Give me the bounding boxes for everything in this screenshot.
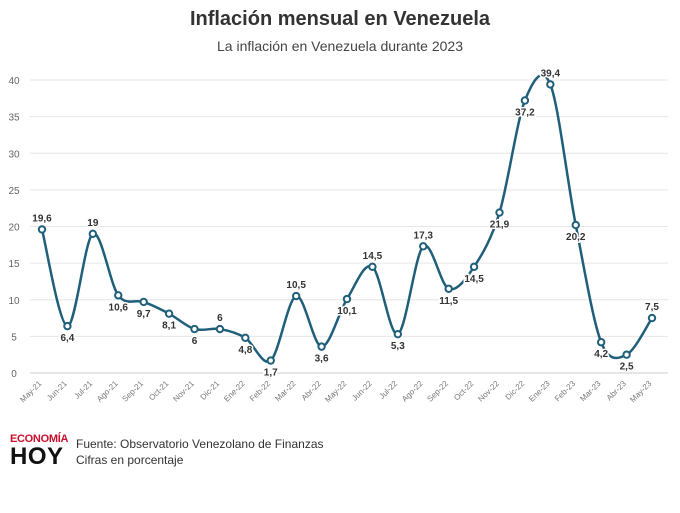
logo-top-text: ECONOMÍA xyxy=(10,433,69,445)
x-tick-label: Jun-21 xyxy=(45,379,69,403)
data-label: 6 xyxy=(217,313,223,324)
x-tick-label: Abr-23 xyxy=(605,379,629,403)
data-point xyxy=(190,324,199,334)
data-point xyxy=(88,229,98,239)
data-point xyxy=(241,333,250,343)
data-point xyxy=(164,309,174,318)
data-point xyxy=(368,262,377,271)
x-tick-label: Dic-21 xyxy=(199,379,222,402)
x-tick-label: Feb-22 xyxy=(248,379,273,404)
y-tick-label: 20 xyxy=(8,223,20,234)
data-point xyxy=(495,208,504,217)
data-point xyxy=(114,291,123,300)
logo-bottom-text: HOY xyxy=(10,443,64,470)
data-label: 20,2 xyxy=(566,232,586,243)
x-tick-label: Jul-21 xyxy=(72,379,94,401)
data-point xyxy=(291,291,301,301)
data-point xyxy=(596,338,606,347)
data-label: 9,7 xyxy=(137,309,151,320)
x-tick-label: Sep-21 xyxy=(120,379,145,404)
data-label: 39,4 xyxy=(541,68,561,79)
x-tick-label: Nov-21 xyxy=(171,379,196,404)
data-label: 37,2 xyxy=(515,108,535,119)
data-label: 2,5 xyxy=(620,362,634,373)
y-tick-label: 35 xyxy=(8,113,20,124)
chart-subtitle: La inflación en Venezuela durante 2023 xyxy=(217,38,463,54)
y-tick-label: 0 xyxy=(11,369,17,380)
data-label: 3,6 xyxy=(315,354,329,365)
x-tick-label: May-23 xyxy=(628,379,654,405)
x-tick-label: Jun-22 xyxy=(350,379,374,403)
data-label: 10,1 xyxy=(337,306,357,317)
x-tick-label: Ago-21 xyxy=(95,379,120,404)
x-tick-label: Nov-22 xyxy=(476,379,501,404)
data-point xyxy=(419,242,428,251)
data-label: 19,6 xyxy=(32,213,52,224)
x-tick-label: Jul-22 xyxy=(377,379,399,401)
data-label: 7,5 xyxy=(645,302,659,313)
x-tick-label: Mar-22 xyxy=(273,379,298,404)
data-point xyxy=(63,321,72,331)
y-tick-label: 40 xyxy=(8,76,20,87)
data-point xyxy=(444,284,453,293)
data-point xyxy=(215,324,225,334)
data-point xyxy=(139,297,148,307)
economia-hoy-logo: ECONOMÍA HOY xyxy=(10,434,70,469)
data-label: 11,5 xyxy=(439,296,458,307)
data-point xyxy=(622,350,631,359)
data-label: 4,8 xyxy=(238,345,252,356)
x-tick-label: Abr-22 xyxy=(300,379,324,403)
source-text: Fuente: Observatorio Venezolano de Finan… xyxy=(76,437,324,451)
y-tick-label: 15 xyxy=(8,259,20,270)
data-label: 10,5 xyxy=(286,280,306,291)
data-point xyxy=(546,80,555,89)
data-label: 14,5 xyxy=(363,251,383,262)
data-label: 1,7 xyxy=(264,368,278,379)
data-label: 6 xyxy=(192,336,198,347)
data-label: 19 xyxy=(87,218,99,229)
data-point xyxy=(647,313,657,323)
data-point xyxy=(393,329,403,339)
data-point xyxy=(342,294,352,304)
data-point xyxy=(317,342,326,351)
x-tick-label: Oct-21 xyxy=(147,379,171,403)
x-tick-label: Ago-22 xyxy=(400,379,425,404)
units-note: Cifras en porcentaje xyxy=(76,453,184,467)
y-tick-label: 25 xyxy=(8,186,20,197)
x-tick-label: May-22 xyxy=(323,379,349,405)
y-tick-label: 30 xyxy=(8,149,20,160)
data-point xyxy=(266,356,275,365)
data-label: 17,3 xyxy=(414,230,434,241)
series-line xyxy=(40,74,654,363)
data-label: 14,5 xyxy=(464,274,484,285)
data-label: 6,4 xyxy=(60,333,74,344)
x-tick-label: Mar-23 xyxy=(578,379,603,404)
x-tick-label: Feb-23 xyxy=(553,379,578,404)
data-point xyxy=(571,220,580,230)
source-note: Fuente: Observatorio Venezolano de Finan… xyxy=(76,436,324,468)
x-tick-label: May-21 xyxy=(18,379,44,405)
data-label: 21,9 xyxy=(490,220,510,231)
x-tick-label: Ene-23 xyxy=(527,379,552,404)
data-point xyxy=(469,262,479,271)
x-tick-label: Ene-22 xyxy=(222,379,247,404)
data-label: 10,6 xyxy=(109,302,129,313)
line-chart: 0 5 10 15 20 25 30 35 40 May-21 Jun-21 Jul-21 Ago-21… xyxy=(8,67,668,405)
chart-title: Inflación mensual en Venezuela xyxy=(189,8,491,30)
y-tick-label: 10 xyxy=(8,296,20,307)
data-point xyxy=(37,225,47,234)
data-label: 4,2 xyxy=(594,349,608,360)
x-tick-label: Dic-22 xyxy=(504,379,527,402)
x-tick-label: Sep-22 xyxy=(425,379,450,404)
data-label: 5,3 xyxy=(391,341,405,352)
y-tick-label: 5 xyxy=(11,332,17,343)
data-label: 8,1 xyxy=(162,321,176,332)
data-point xyxy=(520,96,530,105)
x-tick-label: Oct-22 xyxy=(452,379,476,403)
